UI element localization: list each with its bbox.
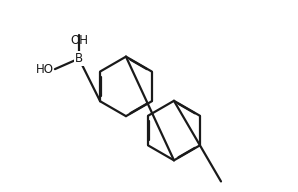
Text: HO: HO [36,63,54,76]
Text: B: B [75,52,83,65]
Text: OH: OH [70,34,88,47]
